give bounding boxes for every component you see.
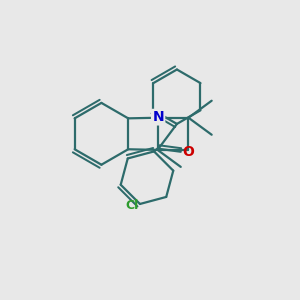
Text: O: O [182,145,194,159]
Text: Cl: Cl [125,199,138,212]
Text: N: N [152,110,164,124]
